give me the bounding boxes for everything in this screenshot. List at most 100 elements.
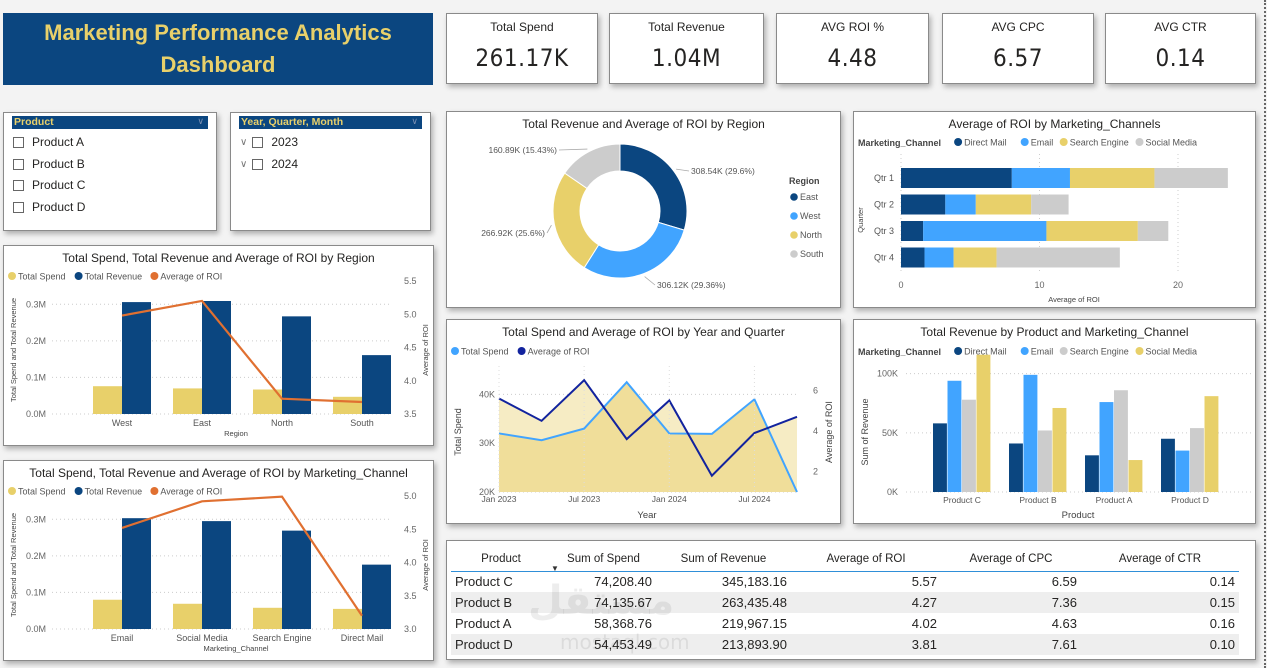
legend-marker-email	[1020, 138, 1029, 146]
y2-tick-label: 5.0	[404, 309, 417, 319]
column-header-average-of-ctr[interactable]: Average of CTR	[1081, 547, 1239, 572]
y2-axis-title: Average of ROI	[824, 401, 834, 463]
kpi-total-revenue[interactable]: Total Revenue 1.04M	[609, 13, 764, 84]
bar-total-spend	[173, 388, 202, 414]
y2-tick-label: 4.0	[404, 558, 417, 568]
region-combo-chart[interactable]: Total Spend, Total Revenue and Average o…	[3, 245, 434, 446]
bar-email	[947, 380, 962, 492]
y-tick-label: 40K	[479, 389, 495, 399]
x-tick-label: 0	[898, 280, 903, 290]
y-axis-title: Total Spend and Total Revenue	[9, 513, 18, 617]
legend-marker-social-media	[1135, 347, 1144, 355]
x-axis-title: Average of ROI	[1048, 295, 1100, 304]
column-header-sum-of-revenue[interactable]: Sum of Revenue	[656, 547, 791, 572]
dashboard-title: Marketing Performance Analytics Dashboar…	[3, 13, 433, 85]
chevron-down-icon[interactable]: ∨	[411, 116, 418, 126]
legend-title: Region	[789, 176, 820, 186]
checkbox-icon[interactable]	[13, 201, 24, 213]
product-slicer-header[interactable]: Product ∨	[12, 116, 208, 129]
column-header-product[interactable]: Product	[451, 547, 551, 572]
slicer-item-label: Product B	[32, 157, 85, 171]
bar-total-revenue	[362, 564, 391, 629]
date-slicer-header[interactable]: Year, Quarter, Month ∨	[239, 116, 422, 129]
sort-descending-icon[interactable]: ▼	[551, 564, 559, 573]
x-tick-label: Product D	[1171, 495, 1209, 505]
bar-segment-social-media	[1154, 168, 1228, 188]
table-row[interactable]: Product C 74,208.40 345,183.16 5.57 6.59…	[451, 571, 1239, 592]
x-tick-label: Product A	[1096, 495, 1133, 505]
table-row[interactable]: Product B 74,135.67 263,435.48 4.27 7.36…	[451, 592, 1239, 613]
y-axis-title: Total Spend	[453, 408, 463, 456]
legend-marker-search-engine	[1059, 347, 1068, 355]
y2-tick-label: 6	[813, 385, 818, 395]
x-axis-title: Region	[224, 429, 248, 438]
bar-segment-email	[1011, 168, 1070, 188]
x-tick-label: Email	[111, 633, 134, 643]
bar-total-spend	[173, 603, 202, 629]
title-line-1: Marketing Performance Analytics	[44, 20, 392, 45]
kpi-avg-ctr[interactable]: AVG CTR 0.14	[1105, 13, 1256, 84]
expand-chevron-icon[interactable]: ∨	[240, 158, 248, 170]
bar-email	[1175, 450, 1190, 492]
bar-search-engine	[1114, 390, 1128, 492]
cell-average-of-roi: 4.27	[791, 592, 941, 613]
bar-segment-social-media	[1137, 221, 1169, 241]
donut-data-label: 266.92K (25.6%)	[481, 228, 545, 238]
slicer-item-product-b[interactable]: Product B	[13, 157, 85, 171]
product-summary-table[interactable]: Product Sum of Spend ▼ Sum of Revenue Ave…	[446, 540, 1256, 660]
column-header-average-of-cpc[interactable]: Average of CPC	[941, 547, 1081, 572]
checkbox-icon[interactable]	[13, 136, 24, 148]
slicer-item-product-a[interactable]: Product A	[13, 135, 84, 149]
quarter-stacked-chart[interactable]: Average of ROI by Marketing_Channels Mar…	[853, 111, 1256, 308]
bar-segment-social-media	[996, 247, 1120, 268]
cell-sum-of-revenue: 213,893.90	[656, 634, 791, 655]
expand-chevron-icon[interactable]: ∨	[240, 136, 248, 148]
channel-combo-chart[interactable]: Total Spend, Total Revenue and Average o…	[3, 460, 434, 661]
x-tick-label: Jan 2024	[652, 494, 687, 504]
checkbox-icon[interactable]	[252, 158, 264, 170]
kpi-label: Total Spend	[490, 20, 554, 34]
checkbox-icon[interactable]	[13, 158, 24, 170]
region-donut-chart[interactable]: Total Revenue and Average of ROI by Regi…	[446, 111, 841, 308]
cell-average-of-ctr: 0.16	[1209, 616, 1235, 631]
legend-title: Marketing_Channel	[858, 138, 941, 148]
legend-marker-west	[790, 212, 798, 220]
checkbox-icon[interactable]	[13, 179, 24, 191]
column-header-sum-of-spend[interactable]: Sum of Spend ▼	[551, 547, 656, 573]
y-tick-label: Qtr 4	[874, 253, 894, 263]
cell-product: Product C	[455, 574, 513, 590]
slicer-item-product-c[interactable]: Product C	[13, 178, 85, 192]
kpi-avg-roi[interactable]: AVG ROI % 4.48	[776, 13, 929, 84]
y-tick-label: Qtr 2	[874, 200, 894, 210]
y-tick-label: 0.2M	[26, 336, 46, 346]
bar-social-media	[1204, 396, 1219, 492]
cell-average-of-ctr: 0.15	[1081, 592, 1239, 613]
y2-tick-label: 3.5	[404, 409, 417, 419]
donut-slice-south	[564, 143, 621, 190]
kpi-total-spend[interactable]: Total Spend 261.17K	[446, 13, 598, 84]
bar-social-media	[1052, 407, 1067, 492]
kpi-avg-cpc[interactable]: AVG CPC 6.57	[942, 13, 1094, 84]
product-channel-chart[interactable]: Total Revenue by Product and Marketing_C…	[853, 319, 1256, 524]
column-header-average-of-roi[interactable]: Average of ROI	[791, 547, 941, 572]
year-quarter-line-svg: Total Spend Average of ROI 20K 30K 40K 2 4 6 Jan…	[451, 347, 834, 521]
y-tick-label: 0.2M	[26, 551, 46, 561]
chevron-down-icon[interactable]: ∨	[197, 116, 204, 126]
region-donut-svg: 308.54K (29.6%) 306.12K (29.36%) 266.92K (…	[481, 143, 824, 290]
x-tick-label: Product B	[1019, 495, 1057, 505]
cell-average-of-roi: 5.57	[911, 574, 937, 590]
year-quarter-line-chart[interactable]: Total Spend and Average of ROI by Year a…	[446, 319, 841, 524]
slicer-item-2024[interactable]: ∨ 2024	[240, 157, 298, 171]
table-row[interactable]: Product A 58,368.76 219,967.15 4.02 4.63…	[451, 613, 1239, 634]
title-line-2: Dashboard	[160, 52, 276, 77]
x-tick-label: 10	[1034, 280, 1044, 290]
checkbox-icon[interactable]	[252, 136, 264, 148]
legend-marker-email	[1020, 347, 1029, 355]
line-average-of-roi	[498, 378, 798, 478]
slicer-item-product-d[interactable]: Product D	[13, 200, 85, 214]
slicer-item-label: Product D	[32, 200, 86, 214]
slicer-item-2023[interactable]: ∨ 2023	[240, 135, 298, 149]
x-tick-label: 20	[1173, 280, 1183, 290]
table-row[interactable]: Product D 54,453.49 213,893.90 3.81 7.61…	[451, 634, 1239, 655]
legend-label: Email	[1031, 138, 1054, 148]
